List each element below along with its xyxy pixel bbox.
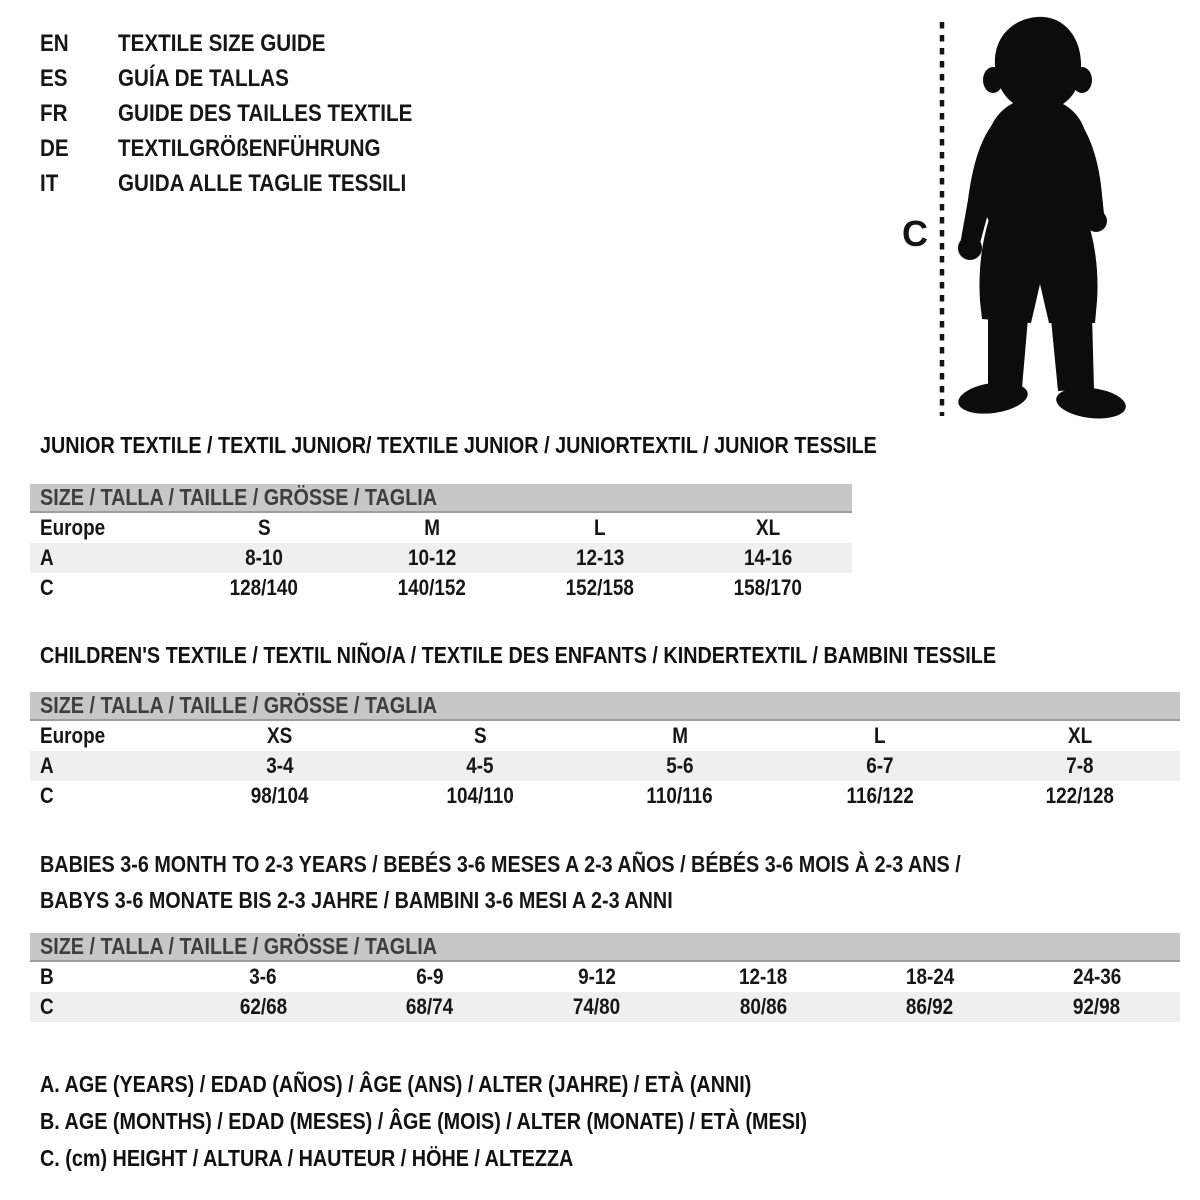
cell-value: 62/68 [239,994,288,1019]
legend-line-c: C. (cm) HEIGHT / ALTURA / HAUTEUR / HÖHE… [40,1145,574,1171]
cell-value: 10-12 [407,545,457,570]
row-label: Europe [40,723,106,748]
cell-value: 6-9 [416,964,444,989]
lang-label: GUIDA ALLE TAGLIE TESSILI [118,169,407,197]
table-row: C 128/140 140/152 152/158 158/170 [30,573,852,603]
toddler-body [958,16,1126,419]
toddler-silhouette: C [902,16,1126,419]
row-label: Europe [40,515,106,540]
cell-value: 116/122 [846,783,914,808]
row-label: A [40,545,54,570]
row-label: C [40,575,54,600]
measure-label-c: C [902,213,928,254]
lang-row-it: IT GUIDA ALLE TAGLIE TESSILI [40,166,460,201]
lang-label: GUIDE DES TAILLES TEXTILE [118,99,413,127]
cell-value: 104/110 [446,783,514,808]
section-title: CHILDREN'S TEXTILE / TEXTIL NIÑO/A / TEX… [40,642,997,668]
cell-value: M [672,723,688,748]
size-header-bar: SIZE / TALLA / TAILLE / GRÖSSE / TAGLIA [30,484,852,513]
table-row: C 98/104 104/110 110/116 116/122 122/128 [30,781,1180,811]
cell-value: 158/170 [733,575,803,600]
section-babies-textile: BABIES 3-6 MONTH TO 2-3 YEARS / BEBÉS 3-… [30,846,1180,1022]
table-row: A 8-10 10-12 12-13 14-16 [30,543,852,573]
cell-value: 24-36 [1072,964,1121,989]
lang-row-fr: FR GUIDE DES TAILLES TEXTILE [40,96,460,131]
row-label: A [40,753,54,778]
section-title-line1: BABIES 3-6 MONTH TO 2-3 YEARS / BEBÉS 3-… [40,851,961,877]
size-header-bar: SIZE / TALLA / TAILLE / GRÖSSE / TAGLIA [30,933,1180,962]
cell-value: 4-5 [466,753,494,778]
cell-value: 98/104 [251,783,309,808]
cell-value: 68/74 [406,994,454,1019]
cell-value: 3-4 [266,753,294,778]
lang-label: GUÍA DE TALLAS [118,64,289,92]
lang-code: FR [40,99,68,127]
row-label: B [40,964,54,989]
cell-value: XS [267,723,293,748]
cell-value: 86/92 [906,994,954,1019]
language-legend: EN TEXTILE SIZE GUIDE ES GUÍA DE TALLAS … [40,26,460,201]
size-header-bar: SIZE / TALLA / TAILLE / GRÖSSE / TAGLIA [30,692,1180,721]
cell-value: XL [1067,723,1093,748]
lang-row-es: ES GUÍA DE TALLAS [40,61,460,96]
cell-value: 128/140 [229,575,299,600]
cell-value: 152/158 [565,575,635,600]
row-label: C [40,994,54,1019]
cell-value: 12-18 [739,964,788,989]
cell-value: 8-10 [245,545,283,570]
table-row: Europe XS S M L XL [30,721,1180,751]
cell-value: 92/98 [1073,994,1121,1019]
section-title: JUNIOR TEXTILE / TEXTIL JUNIOR/ TEXTILE … [40,432,877,458]
cell-value: XL [755,515,781,540]
lang-code: ES [40,64,68,92]
lang-row-de: DE TEXTILGRÖßENFÜHRUNG [40,131,460,166]
cell-value: 18-24 [905,964,955,989]
cell-value: L [874,723,886,748]
table-row: A 3-4 4-5 5-6 6-7 7-8 [30,751,1180,781]
lang-code: IT [40,169,59,197]
section-title-line2: BABYS 3-6 MONATE BIS 2-3 JAHRE / BAMBINI… [40,887,673,913]
cell-value: 3-6 [249,964,278,989]
section-title: BABIES 3-6 MONTH TO 2-3 YEARS / BEBÉS 3-… [30,846,1180,918]
cell-value: L [594,515,606,540]
lang-label: TEXTILGRÖßENFÜHRUNG [118,134,381,162]
cell-value: 110/116 [646,783,714,808]
lang-label: TEXTILE SIZE GUIDE [118,29,326,57]
measurement-legend: A. AGE (YEARS) / EDAD (AÑOS) / ÂGE (ANS)… [40,1066,932,1177]
row-label: C [40,783,54,808]
lang-code: EN [40,29,69,57]
table-row: C 62/68 68/74 74/80 80/86 86/92 92/98 [30,992,1180,1022]
cell-value: 80/86 [739,994,788,1019]
cell-value: 5-6 [666,753,694,778]
cell-value: 14-16 [743,545,793,570]
legend-line-a: A. AGE (YEARS) / EDAD (AÑOS) / ÂGE (ANS)… [40,1071,752,1097]
height-measure-figure: C [890,0,1200,432]
cell-value: 74/80 [572,994,621,1019]
cell-value: 140/152 [397,575,467,600]
lang-row-en: EN TEXTILE SIZE GUIDE [40,26,460,61]
lang-code: DE [40,134,69,162]
cell-value: 9-12 [577,964,616,989]
section-childrens-textile: CHILDREN'S TEXTILE / TEXTIL NIÑO/A / TEX… [30,642,1180,811]
cell-value: S [473,723,487,748]
section-junior-textile: JUNIOR TEXTILE / TEXTIL JUNIOR/ TEXTILE … [30,432,877,603]
cell-value: 122/128 [1045,783,1115,808]
cell-value: M [424,515,440,540]
cell-value: 6-7 [866,753,894,778]
legend-line-b: B. AGE (MONTHS) / EDAD (MESES) / ÂGE (MO… [40,1108,807,1134]
cell-value: 12-13 [575,545,625,570]
cell-value: 7-8 [1066,753,1094,778]
table-row: Europe S M L XL [30,513,852,543]
table-row: B 3-6 6-9 9-12 12-18 18-24 24-36 [30,962,1180,992]
cell-value: S [257,515,271,540]
